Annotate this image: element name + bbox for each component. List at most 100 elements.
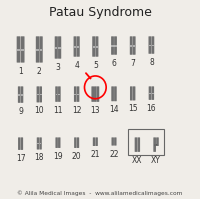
- Text: 20: 20: [72, 152, 81, 161]
- FancyBboxPatch shape: [58, 137, 60, 148]
- FancyBboxPatch shape: [74, 86, 77, 102]
- Bar: [17, 49, 20, 51]
- Text: 11: 11: [53, 106, 63, 115]
- Bar: [58, 47, 61, 49]
- Bar: [55, 47, 57, 49]
- Bar: [111, 45, 114, 47]
- Bar: [130, 45, 132, 47]
- FancyBboxPatch shape: [21, 86, 23, 103]
- Text: 3: 3: [56, 63, 60, 72]
- FancyBboxPatch shape: [111, 137, 114, 146]
- FancyBboxPatch shape: [77, 36, 80, 57]
- Text: 9: 9: [18, 107, 23, 116]
- FancyBboxPatch shape: [37, 137, 39, 149]
- Bar: [152, 45, 154, 46]
- FancyBboxPatch shape: [111, 36, 114, 55]
- FancyBboxPatch shape: [17, 36, 20, 63]
- FancyBboxPatch shape: [95, 36, 98, 57]
- Text: 2: 2: [37, 66, 42, 76]
- FancyBboxPatch shape: [114, 36, 117, 55]
- Bar: [21, 143, 23, 144]
- FancyBboxPatch shape: [94, 86, 97, 102]
- FancyBboxPatch shape: [39, 137, 42, 149]
- Bar: [74, 46, 76, 48]
- Bar: [77, 142, 79, 143]
- FancyBboxPatch shape: [39, 86, 42, 102]
- Bar: [77, 94, 79, 95]
- Bar: [133, 45, 135, 47]
- Text: 5: 5: [93, 61, 98, 70]
- FancyBboxPatch shape: [39, 36, 43, 63]
- FancyBboxPatch shape: [21, 137, 23, 150]
- Text: 19: 19: [53, 152, 63, 161]
- Bar: [40, 143, 41, 144]
- FancyBboxPatch shape: [114, 86, 117, 101]
- Text: 7: 7: [130, 59, 135, 68]
- FancyBboxPatch shape: [77, 137, 79, 148]
- Text: 14: 14: [109, 105, 119, 114]
- Text: 13: 13: [91, 106, 100, 115]
- Bar: [149, 45, 151, 46]
- Bar: [58, 94, 60, 95]
- FancyBboxPatch shape: [114, 137, 117, 146]
- Bar: [18, 143, 20, 144]
- FancyBboxPatch shape: [151, 86, 154, 100]
- Text: 15: 15: [128, 104, 138, 113]
- FancyBboxPatch shape: [135, 137, 137, 152]
- FancyBboxPatch shape: [130, 86, 133, 100]
- Text: 1: 1: [18, 66, 23, 76]
- FancyBboxPatch shape: [111, 86, 114, 101]
- Text: XX: XX: [132, 156, 143, 165]
- Bar: [128, 129, 164, 155]
- Bar: [77, 46, 79, 48]
- Text: 10: 10: [34, 106, 44, 115]
- Bar: [114, 45, 117, 47]
- FancyBboxPatch shape: [148, 36, 151, 54]
- Text: 18: 18: [35, 153, 44, 162]
- Text: 12: 12: [72, 106, 81, 115]
- Bar: [36, 49, 39, 51]
- Bar: [21, 49, 24, 51]
- FancyBboxPatch shape: [58, 86, 61, 102]
- FancyBboxPatch shape: [74, 36, 77, 57]
- Bar: [18, 95, 20, 96]
- FancyBboxPatch shape: [156, 137, 159, 146]
- FancyBboxPatch shape: [55, 86, 58, 102]
- FancyBboxPatch shape: [137, 137, 140, 152]
- FancyBboxPatch shape: [58, 36, 61, 59]
- Bar: [149, 93, 151, 94]
- FancyArrowPatch shape: [86, 73, 90, 78]
- Bar: [21, 95, 23, 96]
- Bar: [96, 46, 98, 48]
- Text: 17: 17: [16, 154, 25, 163]
- Text: 21: 21: [91, 150, 100, 159]
- Bar: [40, 94, 42, 95]
- Bar: [40, 49, 42, 51]
- FancyBboxPatch shape: [92, 36, 95, 57]
- Text: 8: 8: [149, 58, 154, 67]
- Text: 22: 22: [109, 149, 119, 159]
- FancyBboxPatch shape: [93, 137, 95, 146]
- FancyBboxPatch shape: [149, 86, 151, 100]
- Text: 6: 6: [112, 59, 116, 68]
- Bar: [152, 93, 154, 94]
- FancyBboxPatch shape: [130, 36, 133, 55]
- FancyBboxPatch shape: [18, 86, 20, 103]
- FancyBboxPatch shape: [36, 36, 39, 63]
- FancyBboxPatch shape: [97, 86, 99, 102]
- FancyBboxPatch shape: [133, 36, 136, 55]
- FancyBboxPatch shape: [153, 137, 156, 152]
- Bar: [93, 46, 95, 48]
- FancyBboxPatch shape: [74, 137, 77, 148]
- Bar: [58, 142, 60, 143]
- Bar: [74, 94, 76, 95]
- Bar: [37, 143, 39, 144]
- FancyBboxPatch shape: [77, 86, 79, 102]
- Text: © Alila Medical Images  -  www.alilamedicalimages.com: © Alila Medical Images - www.alilamedica…: [17, 190, 183, 196]
- FancyBboxPatch shape: [55, 36, 58, 59]
- FancyBboxPatch shape: [18, 137, 20, 150]
- FancyBboxPatch shape: [55, 137, 58, 148]
- Text: 4: 4: [74, 61, 79, 70]
- FancyBboxPatch shape: [37, 86, 39, 102]
- Bar: [56, 142, 57, 143]
